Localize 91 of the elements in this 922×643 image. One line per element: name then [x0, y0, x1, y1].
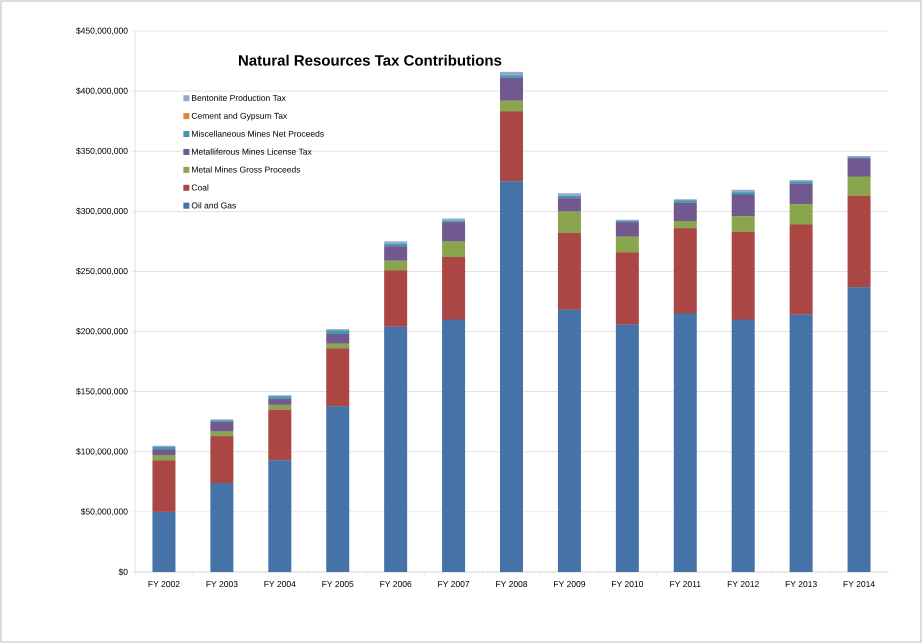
bar [326, 334, 350, 344]
bar [732, 190, 755, 192]
bar [268, 410, 292, 460]
bar [790, 184, 813, 204]
bar [674, 314, 697, 572]
x-tick-label: FY 2002 [148, 581, 180, 588]
legend-label: Cement and Gypsum Tax [192, 112, 288, 121]
bar [616, 236, 639, 252]
bar [790, 314, 813, 572]
x-tick-label: FY 2005 [322, 581, 354, 588]
bar [500, 100, 524, 112]
bar [558, 310, 581, 572]
y-tick-label: $0 [118, 568, 128, 576]
bar [326, 406, 350, 572]
bar [500, 112, 524, 182]
bar [384, 270, 408, 327]
x-tick-label: FY 2014 [844, 581, 875, 588]
y-tick-label: $250,000,000 [76, 268, 128, 276]
bar [674, 228, 697, 314]
legend-label: Coal [192, 184, 208, 191]
bar [326, 330, 350, 334]
bar [384, 326, 408, 572]
bar [848, 196, 871, 288]
bar [442, 320, 466, 572]
x-tick-label: FY 2003 [206, 581, 238, 588]
y-tick-label: $300,000,000 [76, 208, 128, 216]
bar [384, 241, 408, 244]
bar [152, 449, 176, 456]
bar [558, 198, 581, 212]
y-tick-label: $50,000,000 [80, 508, 128, 516]
x-tick-label: FY 2010 [612, 581, 644, 588]
bar [790, 204, 813, 225]
x-tick-label: FY 2006 [380, 581, 412, 588]
legend-label: Miscellaneous Mines Net Proceeds [192, 130, 324, 137]
y-tick-label: $400,000,000 [76, 87, 128, 95]
bar [326, 344, 350, 348]
bar [268, 398, 292, 405]
y-tick-label: $100,000,000 [76, 448, 128, 456]
x-tick-label: FY 2009 [554, 581, 586, 588]
bar [732, 216, 755, 232]
x-tick-label: FY 2013 [786, 581, 817, 588]
bar [732, 194, 755, 216]
bar [674, 202, 697, 221]
bar [616, 324, 639, 572]
bar [384, 260, 408, 270]
bar [384, 246, 408, 261]
bar [558, 211, 581, 233]
bar [500, 78, 524, 101]
legend-label: Oil and Gas [192, 202, 236, 208]
bar [558, 232, 581, 310]
x-tick-label: FY 2011 [670, 581, 701, 588]
bar [848, 176, 871, 196]
bar [442, 257, 466, 320]
bar [268, 460, 292, 572]
bar [210, 436, 234, 484]
bar [152, 512, 176, 572]
legend-label: Metalliferous Mines License Tax [192, 148, 312, 155]
bar [558, 196, 581, 198]
bar [152, 455, 176, 460]
bar [848, 158, 871, 176]
bar [616, 222, 639, 237]
x-tick-label: FY 2004 [264, 581, 296, 588]
bar [500, 72, 524, 76]
bar [500, 75, 524, 78]
bar [732, 320, 755, 572]
y-tick-label: $450,000,000 [76, 27, 128, 35]
y-tick-label: $150,000,000 [76, 388, 128, 396]
legend-label: Bentonite Production Tax [192, 94, 286, 101]
x-tick-label: FY 2008 [496, 581, 528, 588]
x-tick-label: FY 2007 [438, 581, 470, 588]
bar [268, 396, 292, 399]
bar [210, 431, 234, 436]
bar [616, 252, 639, 324]
x-tick-label: FY 2012 [728, 581, 759, 588]
y-tick-label: $350,000,000 [76, 148, 128, 155]
bar [442, 241, 466, 258]
legend-label: Metal Mines Gross Proceeds [192, 166, 300, 173]
bar [732, 232, 755, 320]
bar [152, 460, 176, 512]
bar [442, 222, 466, 242]
bar [152, 446, 176, 450]
bar [268, 404, 292, 410]
text: Natural Resources Tax Contributions [238, 54, 502, 66]
bar [210, 483, 234, 572]
bar [210, 422, 234, 432]
bar [500, 181, 524, 572]
bar [326, 348, 350, 406]
y-tick-label: $200,000,000 [76, 328, 128, 336]
bar [790, 224, 813, 315]
bar [848, 287, 871, 572]
bar [674, 220, 697, 228]
